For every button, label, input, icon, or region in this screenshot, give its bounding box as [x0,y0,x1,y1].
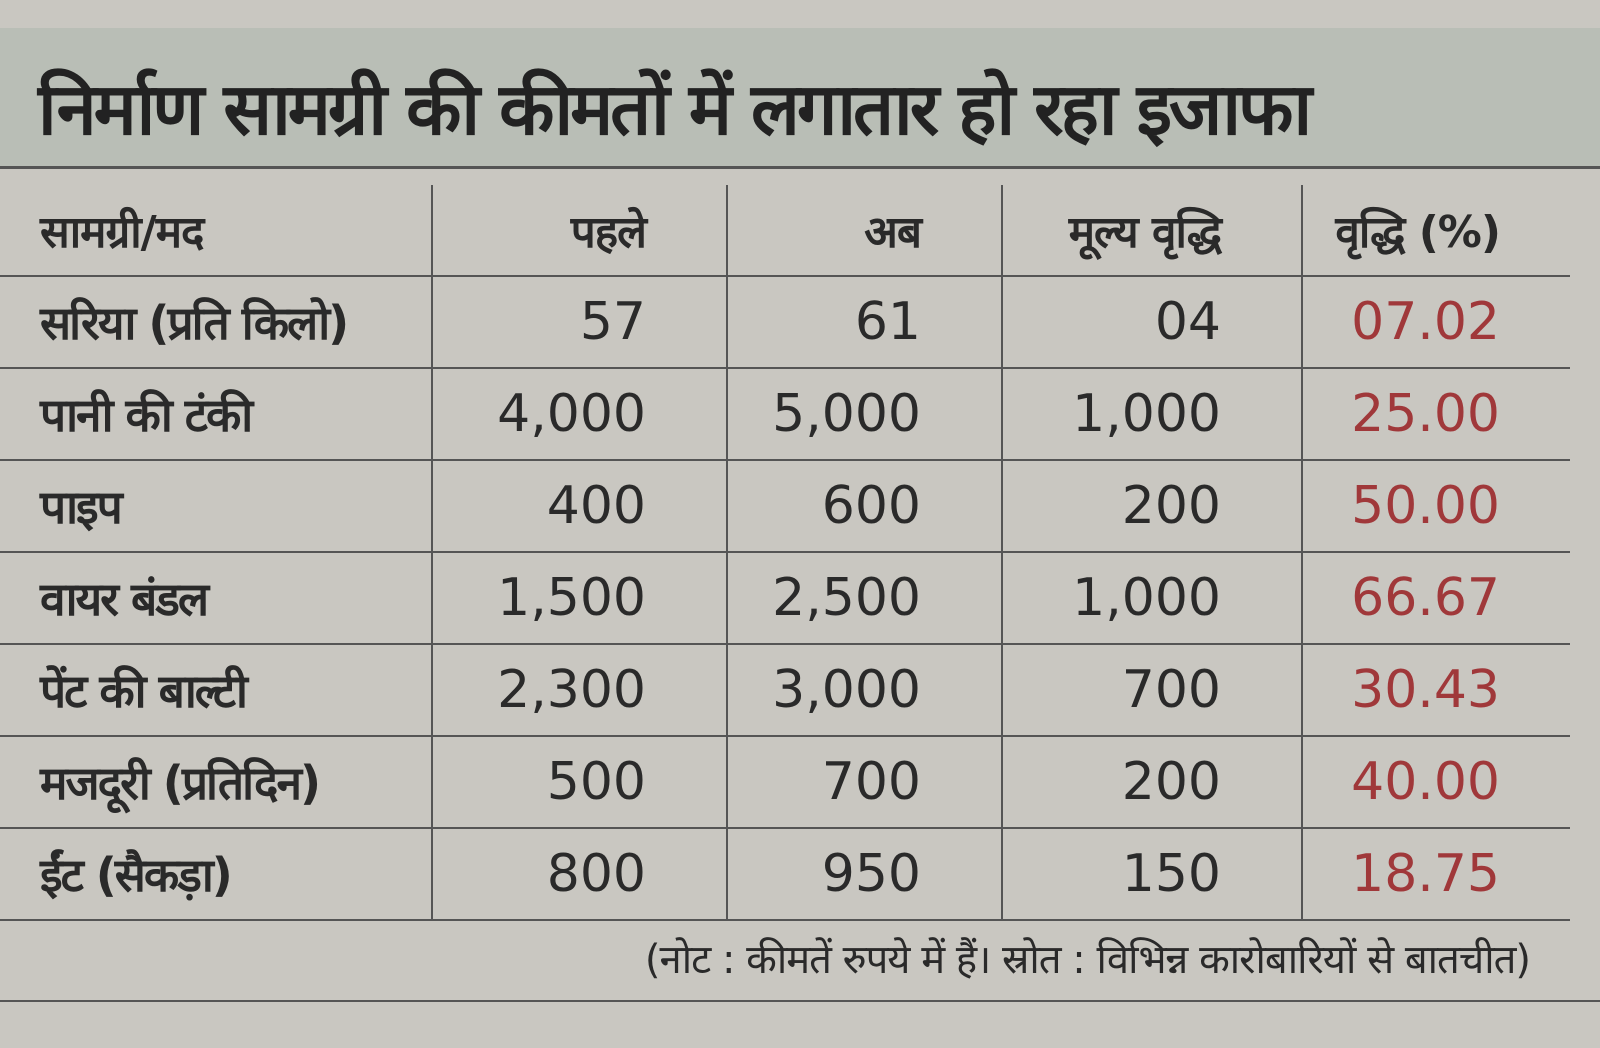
cell: 25.00 [1301,368,1570,461]
cell: 2,300 [431,644,727,737]
cell: 30.43 [1301,644,1570,737]
table-row: वायर बंडल 1,500 2,500 1,000 66.67 [0,552,1570,645]
cell: 200 [1001,736,1302,829]
cell: 600 [726,460,1002,553]
cell: 57 [431,276,727,369]
column-header: मूल्य वृद्धि [1001,185,1302,277]
cell: 800 [431,828,727,921]
cell: 1,000 [1001,552,1302,645]
cell: 150 [1001,828,1302,921]
cell: 50.00 [1301,460,1570,553]
table-row: पाइप 400 600 200 50.00 [0,460,1570,553]
item-name: पानी की टंकी [0,368,432,461]
table-row: पेंट की बाल्टी 2,300 3,000 700 30.43 [0,644,1570,737]
cell: 700 [1001,644,1302,737]
item-name: पाइप [0,460,432,553]
cell: 500 [431,736,727,829]
cell: 950 [726,828,1002,921]
item-name: सरिया (प्रति किलो) [0,276,432,369]
cell: 07.02 [1301,276,1570,369]
item-name: ईंट (सैकड़ा) [0,828,432,921]
footnote: (नोट : कीमतें रुपये में हैं। स्रोत : विभ… [644,937,1531,983]
table-row: पानी की टंकी 4,000 5,000 1,000 25.00 [0,368,1570,461]
header-row: सामग्री/मद पहले अब मूल्य वृद्धि वृद्धि (%) [0,185,1570,277]
column-header: पहले [431,185,727,277]
price-table: सामग्री/मद पहले अब मूल्य वृद्धि वृद्धि (%) सर… [0,185,1570,921]
title-band: निर्माण सामग्री की कीमतों में लगातार हो … [0,28,1600,169]
cell: 61 [726,276,1002,369]
cell: 40.00 [1301,736,1570,829]
title: निर्माण सामग्री की कीमतों में लगातार हो … [38,67,1312,151]
cell: 1,000 [1001,368,1302,461]
cell: 200 [1001,460,1302,553]
cell: 18.75 [1301,828,1570,921]
cell: 1,500 [431,552,727,645]
column-header: सामग्री/मद [0,185,432,277]
cell: 04 [1001,276,1302,369]
cell: 4,000 [431,368,727,461]
cell: 2,500 [726,552,1002,645]
table-row: मजदूरी (प्रतिदिन) 500 700 200 40.00 [0,736,1570,829]
table-row: सरिया (प्रति किलो) 57 61 04 07.02 [0,276,1570,369]
cell: 3,000 [726,644,1002,737]
cell: 5,000 [726,368,1002,461]
cell: 700 [726,736,1002,829]
item-name: मजदूरी (प्रतिदिन) [0,736,432,829]
column-header: वृद्धि (%) [1301,185,1570,277]
cell: 400 [431,460,727,553]
item-name: पेंट की बाल्टी [0,644,432,737]
column-header: अब [726,185,1002,277]
cell: 66.67 [1301,552,1570,645]
divider [0,1000,1600,1002]
item-name: वायर बंडल [0,552,432,645]
table-row: ईंट (सैकड़ा) 800 950 150 18.75 [0,828,1570,921]
